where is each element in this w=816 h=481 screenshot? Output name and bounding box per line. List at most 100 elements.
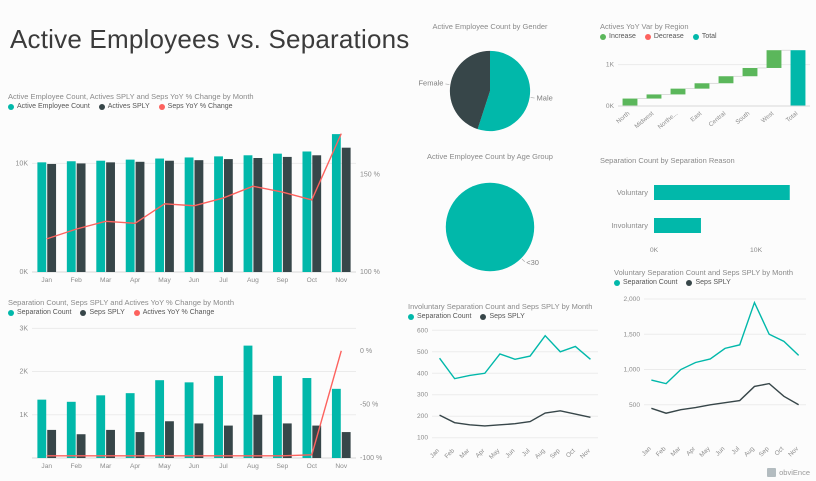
waterfall-bar[interactable] [790,50,806,106]
legend-item[interactable]: Increase [600,33,636,40]
bar[interactable] [106,429,115,458]
bar[interactable] [194,423,204,458]
axis-label: Jul [521,447,532,458]
bar[interactable] [654,185,790,200]
bar[interactable] [654,218,701,233]
pie-label: Female [418,79,443,88]
bar[interactable] [125,393,135,458]
bar[interactable] [273,375,282,458]
legend-item[interactable]: Total [692,33,717,40]
bar[interactable] [135,432,145,458]
bar[interactable] [106,162,115,272]
bar[interactable] [282,156,292,272]
bar[interactable] [341,432,351,458]
separation-reason-plot[interactable]: Voluntary Involuntary 0K 10K [596,166,814,260]
legend-item[interactable]: Active Employee Count [8,103,90,110]
legend-item[interactable]: Seps SPLY [686,279,731,286]
bar[interactable] [331,134,341,272]
waterfall-bar[interactable] [622,98,638,106]
bar[interactable] [37,399,47,458]
axis-label: Mar [100,277,112,284]
bar[interactable] [194,160,204,272]
bar[interactable] [253,414,263,458]
line-series[interactable] [46,350,342,457]
chart-voluntary-line: Voluntary Separation Count and Seps SPLY… [610,266,814,472]
bar[interactable] [184,157,194,272]
axis-label: Oct [565,447,577,459]
waterfall-bar[interactable] [670,88,686,95]
gender-pie-plot[interactable]: Male Female [404,32,576,150]
legend-label: Decrease [653,33,684,40]
bar[interactable] [66,401,76,458]
bar[interactable] [331,388,341,458]
bar[interactable] [223,159,233,272]
bar[interactable] [223,425,233,458]
waterfall-bar[interactable] [694,83,710,89]
bar[interactable] [96,395,106,458]
waterfall-bar[interactable] [646,94,662,99]
bar[interactable] [243,345,253,458]
line-series[interactable] [46,133,342,240]
legend-item[interactable]: Separation Count [614,279,677,286]
bar[interactable] [125,159,135,272]
chart-gender-pie: Active Employee Count by Gender Male Fema… [404,20,576,150]
chart-title: Actives YoY Var by Region [600,22,689,31]
axis-label: Oct [307,277,317,284]
bar[interactable] [243,155,253,272]
region-waterfall-plot[interactable]: 0K 1K North Midwest Northe... East Central Sout… [596,40,814,134]
bar[interactable] [96,160,106,272]
age-pie-plot[interactable]: <30 [404,162,576,292]
line-series[interactable] [651,300,800,385]
bar[interactable] [155,380,165,458]
involuntary-line-plot[interactable]: 100 200 300 400 500 600 Jan Feb Mar Apr May Jun Jul A… [404,320,606,472]
voluntary-line-plot[interactable]: 500 1,000 1,500 2,000 Jan Feb Mar Apr May Jun Jul A… [610,286,814,472]
waterfall-bar[interactable] [718,76,734,84]
bar[interactable] [165,160,174,272]
bar[interactable] [37,162,47,272]
actives-combo-plot[interactable]: 0K 10K 100 % 150 % Jan Feb Mar Apr May Jun Jul Aug S… [4,110,396,288]
waterfall-bar[interactable] [742,67,758,77]
bar[interactable] [135,161,145,272]
axis-label: North [615,110,632,125]
legend-label: Total [701,33,717,40]
bar[interactable] [165,421,174,458]
waterfall-bar[interactable] [766,50,782,68]
line-series[interactable] [438,334,591,380]
bar[interactable] [214,156,223,272]
legend-item[interactable]: Seps SPLY [480,313,525,320]
bar[interactable] [312,425,322,458]
bar[interactable] [155,158,165,272]
bar[interactable] [47,429,57,458]
separations-combo-plot[interactable]: 1K 2K 3K 0 % -50 % -100 % Jan Feb Mar Apr May Jun Ju… [4,316,396,474]
chart-title: Active Employee Count, Actives SPLY and … [8,92,254,101]
axis-label: Jan [41,277,52,284]
bar[interactable] [282,423,292,458]
legend-item[interactable]: Separation Count [408,313,471,320]
legend-item[interactable]: Decrease [644,33,684,40]
bar[interactable] [302,151,312,272]
bar[interactable] [76,434,86,458]
line-series[interactable] [651,382,799,414]
pie-slice[interactable] [449,50,490,130]
axis-label: South [734,110,751,126]
axis-label: Voluntary [617,188,649,197]
bar[interactable] [302,378,312,458]
legend-item[interactable]: Actives SPLY [98,103,150,110]
bar[interactable] [273,153,282,272]
bar[interactable] [184,382,194,458]
bar[interactable] [214,375,223,458]
bar[interactable] [47,163,57,272]
legend-item[interactable]: Separation Count [8,309,71,316]
pie-slice[interactable] [445,182,535,272]
bar[interactable] [66,161,76,272]
bar[interactable] [341,147,351,272]
legend-item[interactable]: Actives YoY % Change [133,309,214,316]
line-series[interactable] [439,410,591,427]
pie-slice[interactable] [477,50,531,132]
axis-label: May [158,277,171,284]
bar[interactable] [76,163,86,272]
bar[interactable] [312,155,322,272]
legend-item[interactable]: Seps SPLY [80,309,125,316]
bar[interactable] [253,158,263,272]
legend-item[interactable]: Seps YoY % Change [158,103,233,110]
